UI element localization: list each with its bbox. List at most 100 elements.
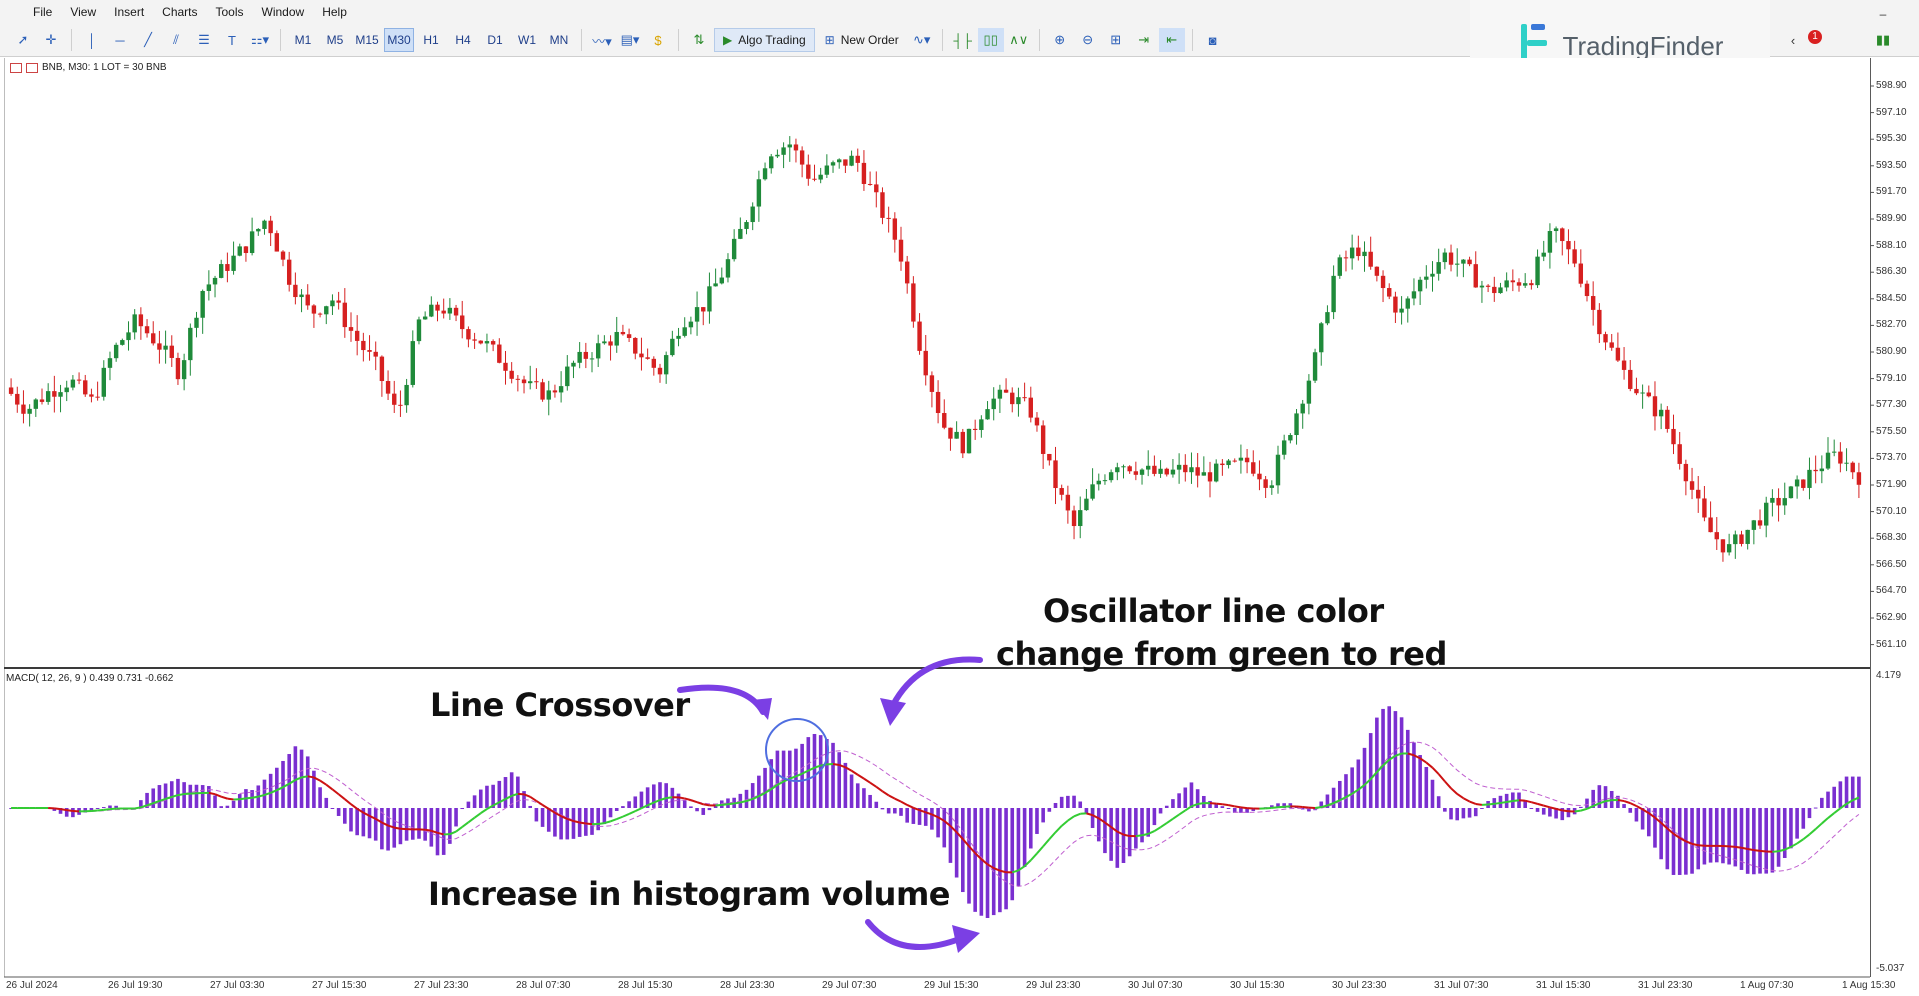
macd-line-segment [610,818,618,823]
bar-chart-icon[interactable]: ┤├ [953,32,972,48]
vertical-line-icon[interactable]: │ [87,32,97,48]
macd-histogram-bar [1368,733,1373,808]
macd-line-segment [325,783,334,791]
menu-view[interactable]: View [70,5,97,19]
autoscroll-icon[interactable]: ⇥ [1138,32,1150,47]
price-axis-tick: 579.10 [1876,372,1907,384]
macd-line-segment [1425,761,1434,769]
collapse-icon[interactable]: ‹ [1790,32,1796,48]
chart-menu-icon[interactable] [10,62,22,73]
macd-histogram-bar [1387,706,1392,808]
macd-line-segment [1821,817,1829,825]
menu-charts[interactable]: Charts [162,5,198,19]
macd-histogram-bar [1770,808,1775,873]
candle-bull [775,154,780,157]
crosshair-icon[interactable]: ✛ [45,32,57,47]
macd-histogram-bar [151,788,156,808]
timeframe-d1[interactable]: D1 [487,33,503,47]
line-chart-icon[interactable]: ∧∨ [1009,32,1029,47]
macd-histogram-bar [293,746,298,808]
macd-line-segment [1660,822,1669,830]
autotrading-toggle-icon[interactable]: ⇅ [693,32,705,47]
candle-bear [169,345,174,358]
timeframe-mn[interactable]: MN [549,33,569,47]
candle-bear [1597,309,1602,335]
macd-histogram-bar [1072,795,1076,808]
macd-histogram-bar [1350,767,1354,808]
menu-help[interactable]: Help [322,5,347,19]
candlestick-chart-icon[interactable]: ▯▯ [977,28,1004,52]
macd-histogram-bar [336,808,341,816]
macd-line-segment [1623,800,1631,805]
macd-line-segment [560,815,568,820]
chart-menu-icon[interactable] [26,62,38,73]
candle-bull [830,162,836,166]
macd-histogram-bar [1795,808,1799,839]
macd-line-segment [492,801,500,807]
templates-icon[interactable]: ▤▾ [620,32,640,47]
macd-line-segment [1098,817,1106,824]
candle-bull [1553,228,1559,232]
horizontal-line-icon[interactable]: ─ [115,32,125,48]
zoom-out-icon[interactable]: ⊖ [1082,32,1094,47]
candle-bear [1677,444,1682,464]
chart-shift-icon[interactable]: ⇤ [1158,28,1185,52]
fibonacci-icon[interactable]: ☰ [198,32,210,47]
price-axis-tick: 561.10 [1876,638,1907,650]
algo-trading-button[interactable]: ▶ Algo Trading [714,28,815,52]
macd-line-segment [140,804,148,809]
annotation-color-change-2: change from green to red [996,635,1447,673]
indicators-icon[interactable]: 〰▾ [592,33,612,49]
macd-histogram-bar [1022,808,1027,867]
menu-window[interactable]: Window [261,5,305,19]
macd-line-segment [511,792,519,797]
menu-insert[interactable]: Insert [114,5,145,19]
macd-line-segment [900,800,908,806]
macd-histogram-bar [1548,808,1552,817]
candle-bear [1665,409,1670,429]
candle-bull [324,306,329,315]
menu-file[interactable]: File [33,5,53,19]
timeframe-h1[interactable]: H1 [423,33,439,47]
candle-bull [1300,403,1305,414]
macd-line-segment [1419,757,1427,764]
macd-line-segment [356,807,364,814]
time-axis-tick: 27 Jul 03:30 [210,980,265,991]
candle-bull [1825,452,1831,469]
macd-line-segment [1642,808,1650,814]
timeframe-m30[interactable]: M30 [384,28,414,52]
channel-icon[interactable]: ⫽ [173,32,179,47]
timeframe-m1[interactable]: M1 [294,33,312,47]
candle-bull [966,428,972,454]
candle-bear [1047,453,1052,461]
screenshot-icon[interactable]: ◙ [1208,32,1217,48]
macd-line-segment [913,806,920,812]
candle-bull [113,344,119,359]
macd-line-segment [1531,801,1538,805]
timeframe-m5[interactable]: M5 [326,33,344,47]
dollar-icon[interactable]: $ [654,32,662,48]
cursor-icon[interactable]: ➚ [17,32,29,47]
macd-line-segment [375,818,383,824]
shapes-icon[interactable]: ⚏▾ [250,32,270,47]
macd-line-segment [301,775,308,779]
zoom-in-icon[interactable]: ⊕ [1054,32,1066,47]
timeframe-w1[interactable]: W1 [518,33,536,47]
time-axis-tick: 26 Jul 2024 [6,980,58,991]
macd-line-segment [1160,822,1168,829]
macd-histogram-bar [1585,798,1589,808]
grid-icon[interactable]: ⊞ [1110,32,1122,47]
macd-line-segment [97,808,104,812]
timeframe-m15[interactable]: M15 [355,33,379,47]
trendline-icon[interactable]: ╱ [144,32,152,47]
macd-line-segment [1543,804,1551,809]
new-order-button[interactable]: ⊞ New Order [817,28,907,52]
text-tool-icon[interactable]: T [228,32,236,48]
timeframe-h4[interactable]: H4 [455,33,471,47]
minimize-icon[interactable]: – [1879,7,1887,21]
menu-tools[interactable]: Tools [215,5,244,19]
signals-icon[interactable]: ∿▾ [912,32,931,47]
candle-bear [1646,392,1651,397]
macd-histogram-bar [1813,807,1818,809]
price-pane[interactable] [4,58,1871,667]
